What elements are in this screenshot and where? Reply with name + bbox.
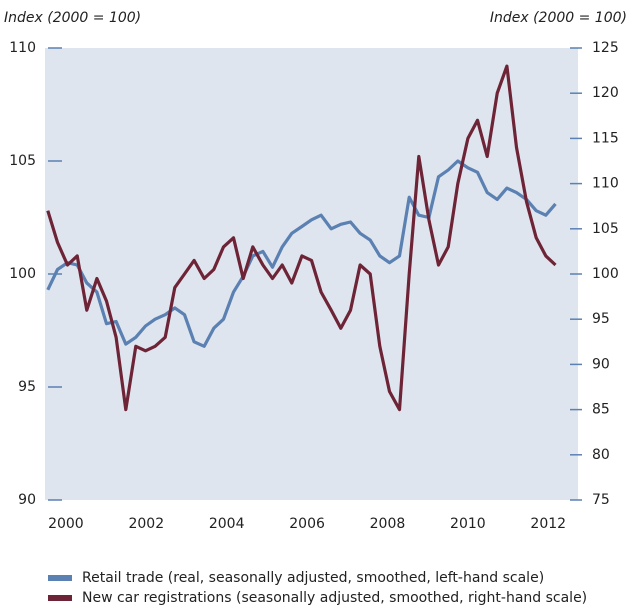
y2-tick-label: 115: [592, 130, 619, 146]
series-line: [46, 64, 557, 412]
y-axis-label: Index (2000 = 100): [4, 10, 141, 26]
y2-tick-label: 125: [592, 40, 619, 56]
y2-tick-label: 105: [592, 221, 619, 237]
y-tick-label: 90: [18, 492, 36, 508]
y2-tick-label: 95: [592, 311, 610, 327]
y2-tick-label: 90: [592, 356, 610, 372]
y-tick-label: 100: [9, 266, 36, 282]
legend-label: New car registrations (seasonally adjust…: [82, 590, 587, 606]
legend-swatch: [48, 575, 72, 581]
x-tick-label: 2000: [48, 516, 84, 532]
plot-area: [45, 48, 578, 500]
x-tick-label: 2008: [370, 516, 406, 532]
y-tick-label: 95: [18, 379, 36, 395]
y2-tick-label: 75: [592, 492, 610, 508]
y2-tick-label: 110: [592, 176, 619, 192]
x-tick-label: 2012: [530, 516, 566, 532]
series-line: [46, 159, 557, 348]
legend-swatch: [48, 595, 72, 601]
y2-tick-label: 80: [592, 447, 610, 463]
x-tick-label: 2010: [450, 516, 486, 532]
x-tick-label: 2004: [209, 516, 245, 532]
legend-label: Retail trade (real, seasonally adjusted,…: [82, 570, 544, 586]
y2-tick-label: 100: [592, 266, 619, 282]
x-tick-label: 2002: [128, 516, 164, 532]
y-tick-label: 105: [9, 153, 36, 169]
x-tick-label: 2006: [289, 516, 325, 532]
y2-tick-label: 120: [592, 85, 619, 101]
y2-tick-label: 85: [592, 402, 610, 418]
y2-axis-label: Index (2000 = 100): [490, 10, 627, 26]
y-tick-label: 110: [9, 40, 36, 56]
